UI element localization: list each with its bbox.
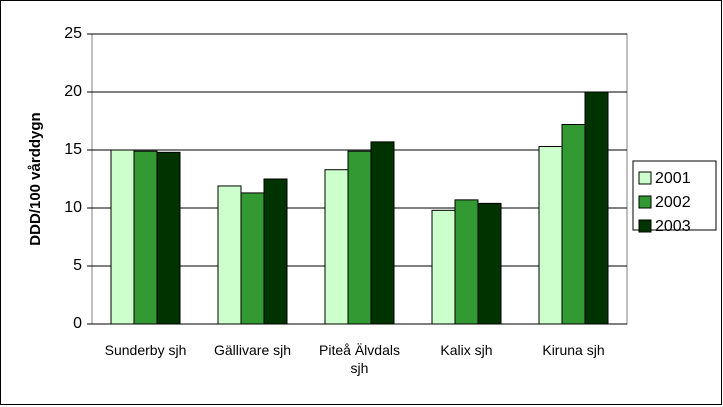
bar [538,146,563,325]
y-axis-label: DDD/100 vårddygn [27,112,44,245]
y-tick-label: 5 [73,257,82,274]
legend-swatch [638,195,652,209]
bar [263,178,288,325]
x-tick-label: Piteå Älvdals sjh [319,342,400,376]
bar [431,209,456,325]
legend-swatch [638,219,652,233]
x-tick-label: Kalix sjh [440,342,493,358]
bar [454,199,479,325]
x-tick-label: Gällivare sjh [213,342,292,358]
x-tick-label: Kiruna sjh [542,342,605,358]
bar [133,150,158,325]
legend-swatch [638,171,652,185]
legend-label: 2002 [655,194,691,211]
y-tick-label: 15 [64,141,82,158]
bar [217,185,242,325]
legend-label: 2003 [655,218,691,235]
bar [156,151,181,325]
bar [584,91,609,325]
y-tick-label: 10 [64,199,82,216]
bar [370,141,395,325]
bar [110,149,135,325]
bar [347,150,372,325]
y-tick-label: 25 [64,25,82,42]
y-tick-label: 20 [64,83,82,100]
x-tick-label: Sunderby sjh [104,342,187,358]
bar [240,192,265,325]
bar [477,202,502,325]
legend-label: 2001 [655,170,691,187]
bar [561,123,586,325]
bar [324,169,349,325]
legend [632,160,717,231]
y-tick-label: 0 [73,315,82,332]
